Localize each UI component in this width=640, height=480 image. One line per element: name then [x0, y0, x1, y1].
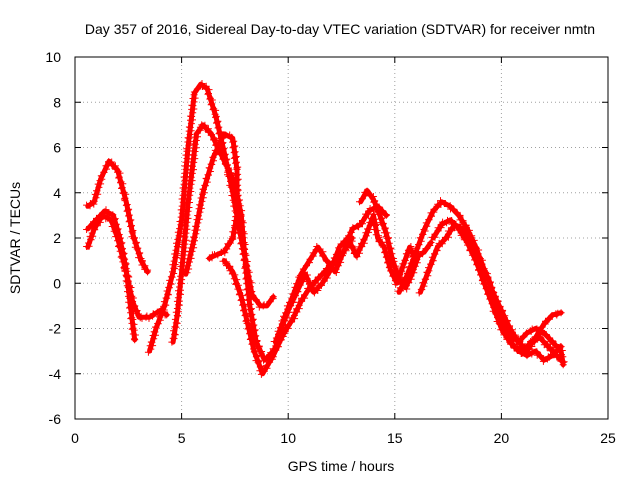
- x-axis-label: GPS time / hours: [288, 458, 395, 474]
- chart-title: Day 357 of 2016, Sidereal Day-to-day VTE…: [85, 21, 595, 37]
- axes: [74, 56, 609, 420]
- y-tick-label: 0: [53, 275, 61, 291]
- series-layer: [83, 80, 568, 378]
- plot-frame: [74, 56, 609, 420]
- data-series: [168, 121, 288, 364]
- data-series: [181, 131, 242, 277]
- data-series: [275, 210, 420, 338]
- y-tick-label: 2: [53, 230, 61, 246]
- data-series: [83, 158, 152, 276]
- y-tick-label: 10: [45, 49, 61, 65]
- series-markers: [496, 317, 568, 369]
- y-tick-label: 8: [53, 94, 61, 110]
- x-tick-label: 20: [494, 430, 510, 446]
- series-markers: [83, 212, 171, 322]
- series-markers: [428, 216, 565, 365]
- y-tick-label: 6: [53, 140, 61, 156]
- data-series: [83, 212, 171, 322]
- y-tick-label: -6: [49, 411, 62, 427]
- series-markers: [181, 131, 242, 277]
- series-line: [147, 81, 276, 354]
- series-markers: [275, 210, 420, 338]
- y-tick-label: -4: [49, 366, 62, 382]
- series-markers: [83, 158, 152, 276]
- y-axis-label: SDTVAR / TECUs: [7, 182, 23, 294]
- y-tick-label: 4: [53, 185, 61, 201]
- x-tick-label: 15: [387, 430, 403, 446]
- tick-labels: 0 5 10 15 20 25 -6 -4 -2 0 2 4 6 8 10: [45, 49, 616, 446]
- x-tick-label: 0: [71, 430, 79, 446]
- x-tick-label: 25: [600, 430, 616, 446]
- series-markers: [168, 121, 288, 364]
- data-series: [428, 216, 565, 365]
- x-tick-label: 5: [178, 430, 186, 446]
- y-tick-label: -2: [49, 321, 62, 337]
- x-tick-label: 10: [280, 430, 296, 446]
- grid: [75, 57, 608, 419]
- data-series: [496, 316, 568, 369]
